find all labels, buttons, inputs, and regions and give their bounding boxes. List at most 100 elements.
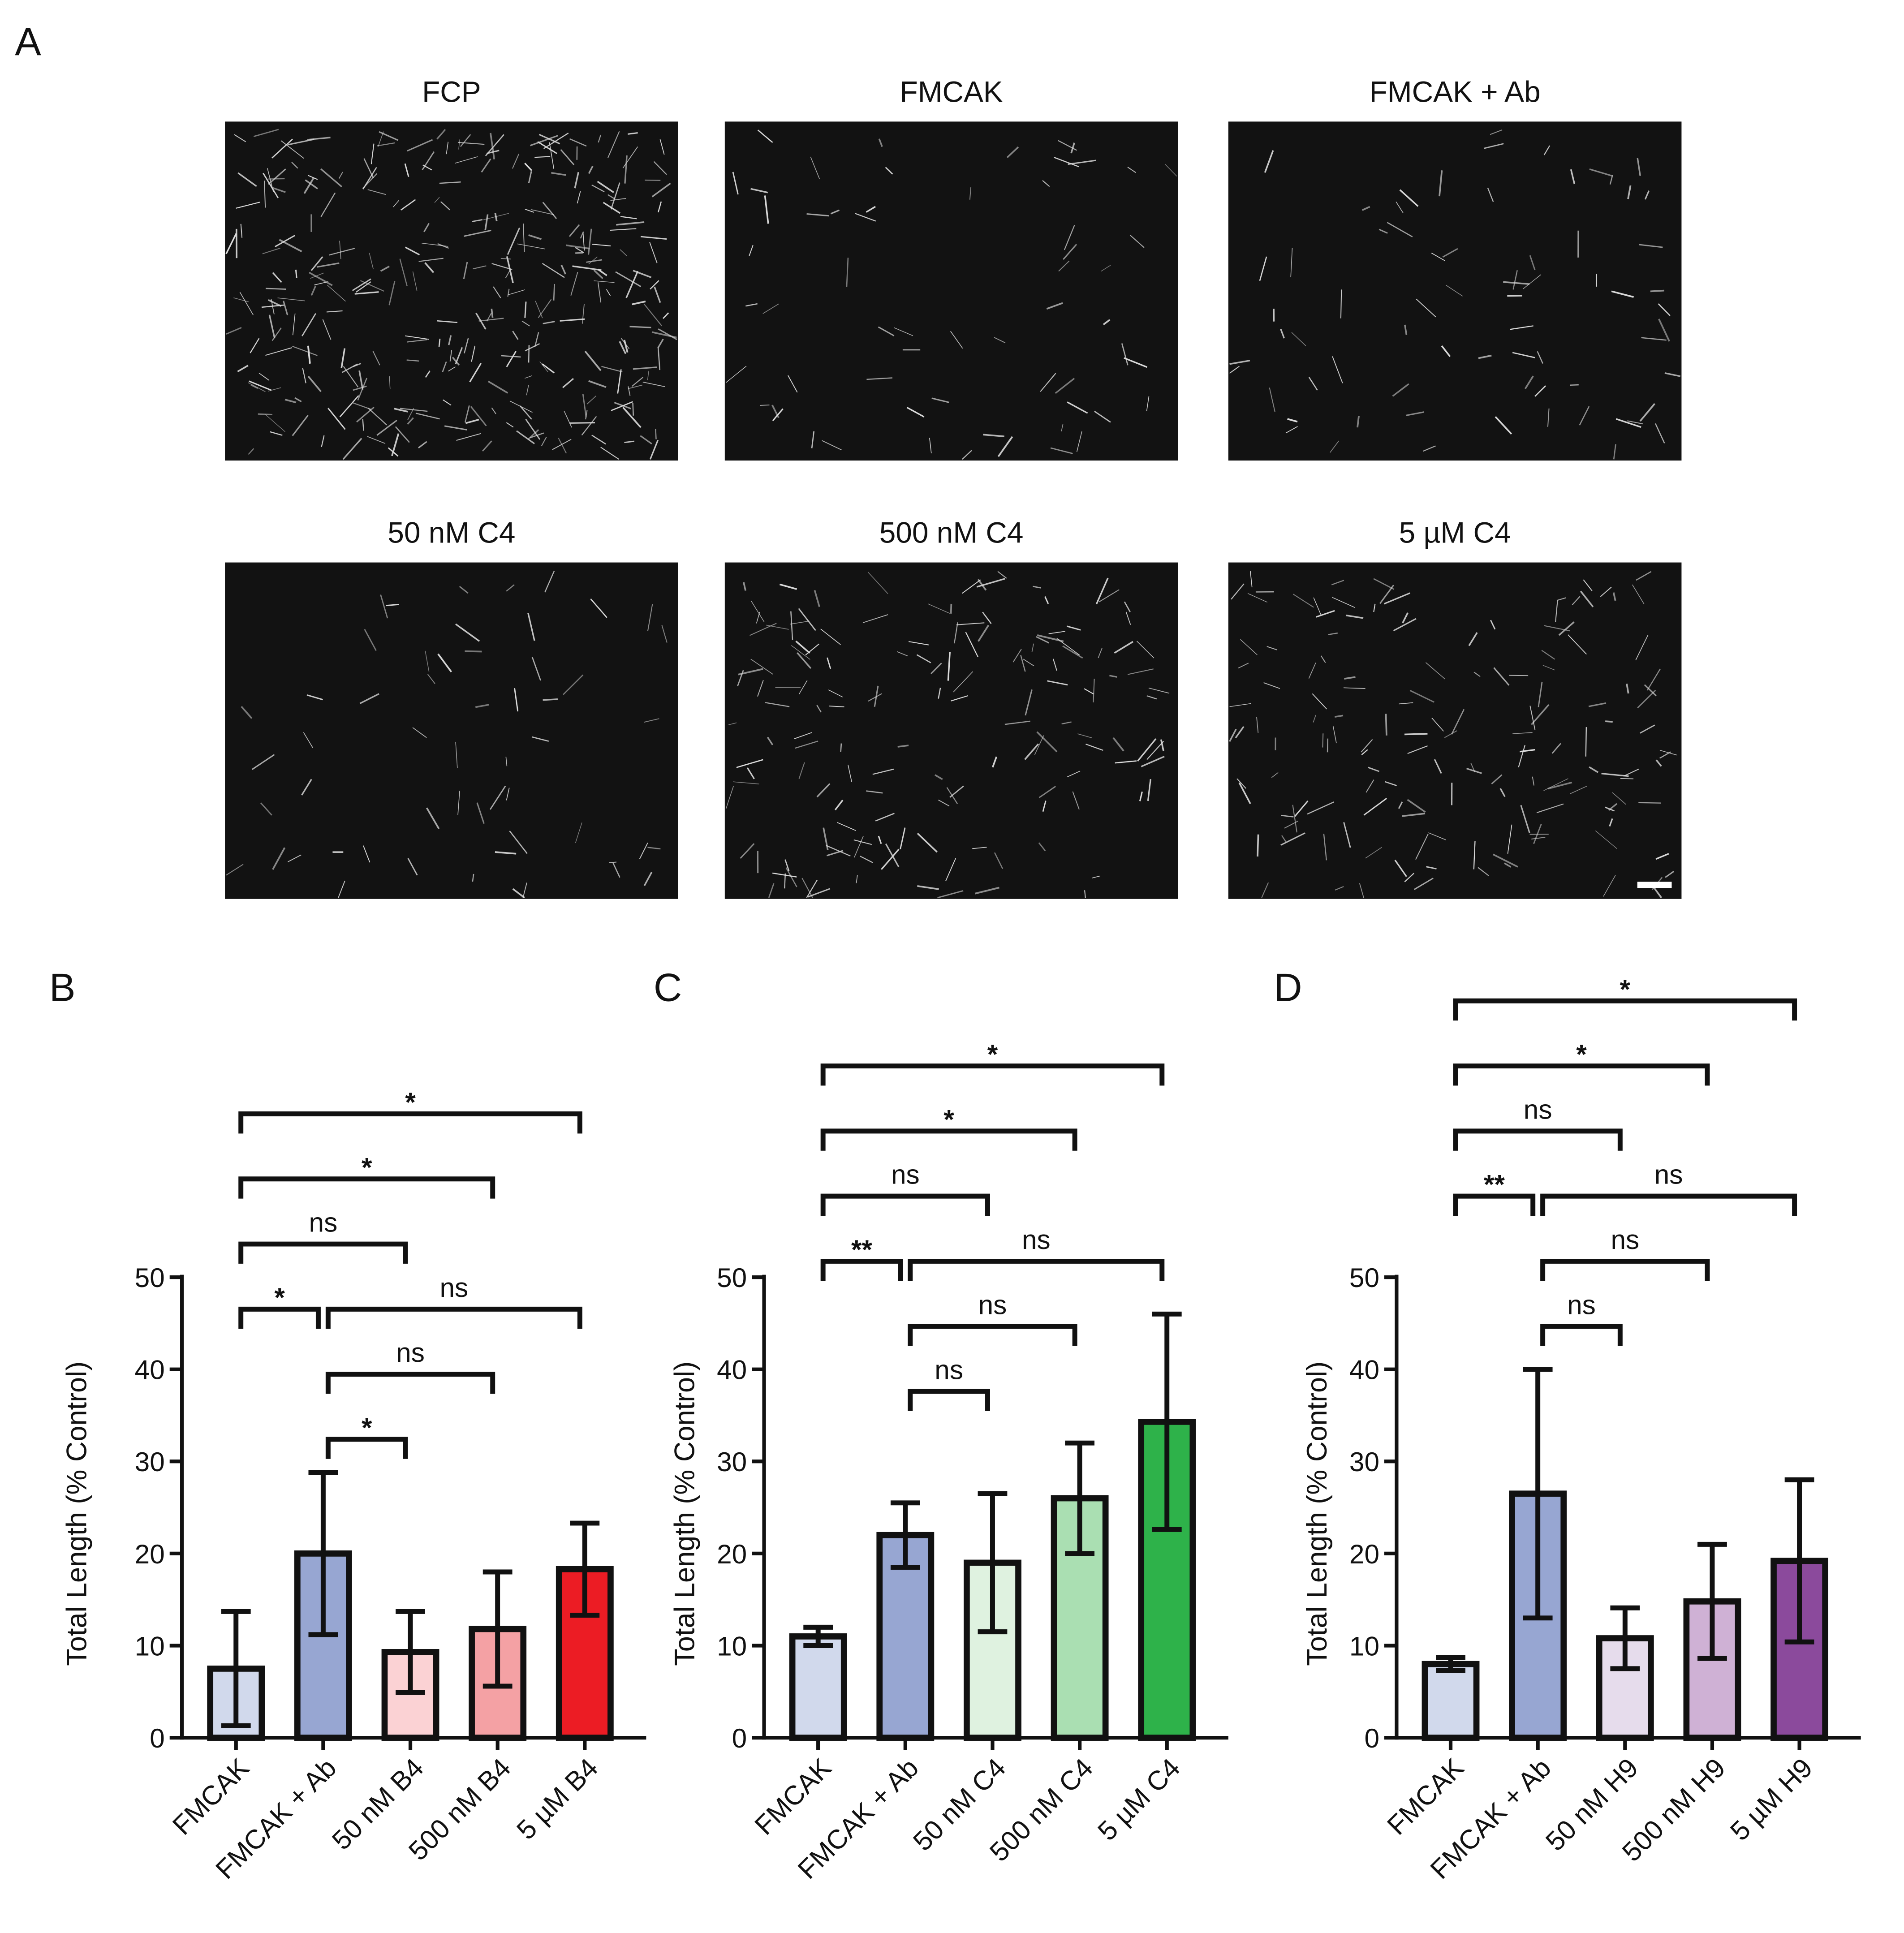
filament — [766, 624, 789, 630]
filament — [407, 339, 427, 343]
filament — [389, 376, 391, 389]
filament — [491, 308, 494, 318]
y-tick-label: 10 — [717, 1631, 747, 1661]
micrograph — [1228, 121, 1682, 461]
micrograph — [225, 121, 678, 461]
filament — [1507, 824, 1512, 854]
significance-label: ns — [309, 1207, 338, 1238]
significance-bracket — [1453, 1063, 1710, 1086]
image-title: FCP — [422, 75, 481, 108]
filament — [593, 269, 603, 280]
filament — [855, 213, 876, 222]
filament — [929, 438, 932, 454]
significance-label: ns — [935, 1355, 963, 1385]
image-title: 5 µM C4 — [1399, 516, 1511, 549]
filament — [834, 800, 844, 810]
filament — [1626, 683, 1629, 694]
significance-label: * — [987, 1039, 998, 1069]
filament — [1327, 738, 1329, 753]
image-title: FMCAK — [900, 75, 1003, 108]
filament — [448, 335, 452, 345]
filament — [570, 271, 578, 296]
filament — [1361, 749, 1368, 755]
filament — [1555, 600, 1558, 623]
filament — [569, 138, 587, 147]
filament — [566, 244, 590, 250]
filament — [962, 579, 981, 594]
error-bar — [308, 1470, 338, 1637]
filament — [872, 768, 894, 775]
filament — [1285, 426, 1298, 434]
filament — [1250, 571, 1253, 588]
filament — [563, 674, 584, 695]
filament — [395, 426, 410, 443]
filament — [386, 603, 399, 607]
filament — [945, 858, 956, 882]
filament — [485, 134, 504, 156]
filament — [600, 447, 620, 460]
filament — [525, 343, 540, 352]
filament — [1543, 778, 1568, 791]
image-title: 50 nM C4 — [388, 516, 515, 549]
filament — [283, 301, 289, 315]
filament — [265, 288, 286, 290]
significance-bracket — [1540, 1258, 1710, 1281]
filament — [1050, 447, 1073, 454]
filament — [1431, 253, 1445, 261]
filament — [265, 414, 285, 432]
filament — [277, 297, 305, 301]
filament — [950, 331, 963, 349]
filament — [1292, 805, 1297, 833]
filament — [422, 243, 448, 247]
filament — [469, 363, 482, 383]
filament — [750, 659, 773, 675]
filament — [541, 437, 547, 446]
filament — [788, 375, 798, 393]
filament — [569, 224, 580, 237]
filament — [1524, 375, 1534, 389]
filament — [588, 165, 594, 174]
filament — [581, 416, 597, 436]
filament — [542, 363, 555, 374]
panel-label: A — [15, 20, 41, 64]
micrograph-background — [724, 121, 1178, 461]
filament — [1291, 332, 1306, 346]
filament — [574, 172, 579, 189]
filament — [1266, 646, 1278, 650]
y-tick-label: 0 — [1364, 1723, 1379, 1753]
filament — [264, 181, 266, 208]
filament — [848, 765, 852, 782]
filament — [1529, 255, 1536, 271]
filament — [309, 271, 333, 286]
filament — [643, 872, 653, 886]
filament — [263, 172, 279, 198]
filament — [288, 138, 314, 146]
filament — [653, 161, 667, 175]
filament — [1531, 837, 1546, 839]
filament — [767, 736, 774, 745]
filament — [1095, 577, 1109, 605]
filament — [794, 740, 818, 749]
filament — [301, 779, 312, 796]
filament — [250, 338, 260, 353]
filament — [619, 341, 627, 354]
filament — [1359, 883, 1364, 898]
filament — [1229, 703, 1251, 707]
filament — [1402, 813, 1426, 817]
filament — [633, 366, 657, 370]
filament — [647, 847, 661, 850]
filament — [1499, 788, 1506, 797]
filament — [791, 645, 810, 660]
filament — [1115, 760, 1137, 764]
filament — [816, 783, 831, 798]
filament — [226, 864, 244, 876]
filament — [538, 133, 560, 145]
filament — [1294, 800, 1309, 817]
filament — [1240, 639, 1258, 655]
filament — [938, 688, 941, 699]
filament — [424, 262, 435, 273]
filament — [1393, 618, 1417, 632]
filament — [628, 384, 642, 389]
filament — [1518, 745, 1526, 768]
filament — [1441, 345, 1451, 357]
